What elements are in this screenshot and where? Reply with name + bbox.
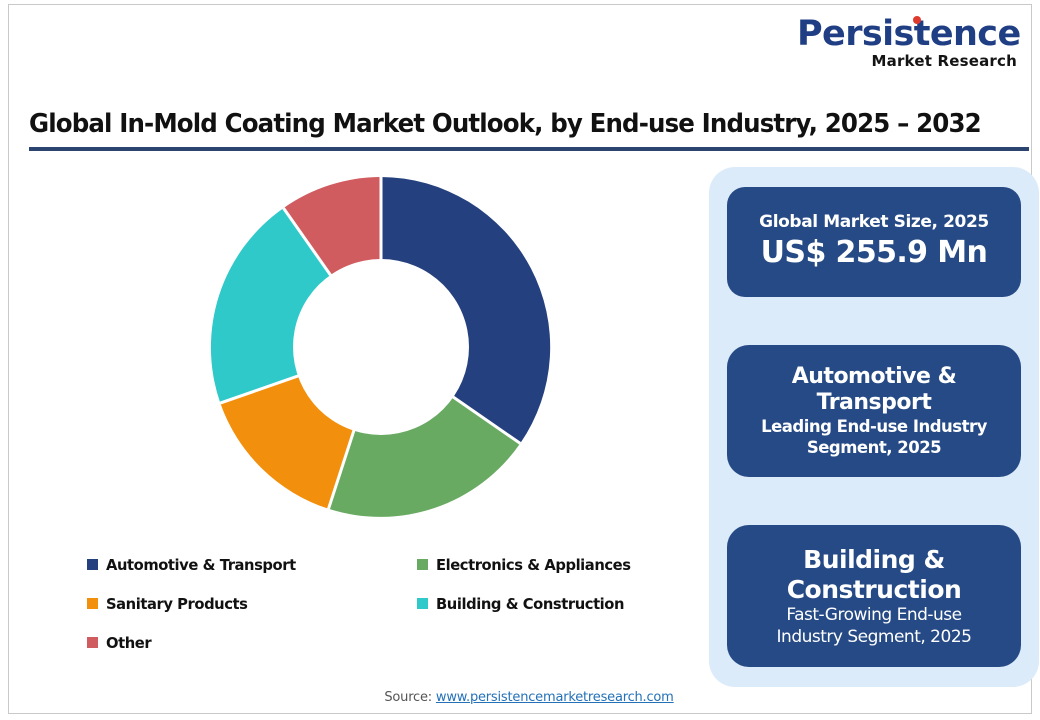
legend-item-building-construction[interactable]: Building & Construction — [417, 595, 634, 613]
chart-legend: Automotive & Transport Electronics & App… — [87, 545, 687, 662]
highlights-panel: Global Market Size, 2025 US$ 255.9 Mn Au… — [709, 167, 1039, 687]
page-title: Global In-Mold Coating Market Outlook, b… — [29, 109, 982, 139]
legend-swatch-icon — [87, 559, 98, 570]
card-leading-segment-title-line2: Transport — [816, 390, 932, 416]
brand-logo-dot-icon — [913, 16, 921, 24]
brand-logo-tagline: Market Research — [871, 52, 1017, 70]
chart-area — [33, 165, 693, 545]
legend-label: Other — [106, 633, 152, 652]
card-leading-segment-note-line1: Leading End-use Industry — [761, 417, 987, 437]
infographic-frame: Persistence Market Research Global In-Mo… — [8, 4, 1039, 714]
card-fastest-growing-title-line2: Construction — [786, 574, 962, 604]
page-title-block: Global In-Mold Coating Market Outlook, b… — [29, 109, 1029, 151]
legend-swatch-icon — [87, 598, 98, 609]
brand-logo-name: Persistence — [797, 14, 1021, 54]
legend-item-sanitary-products[interactable]: Sanitary Products — [87, 595, 417, 613]
card-fastest-growing-note-line1: Fast-Growing End-use — [786, 605, 962, 626]
source-footer: Source: www.persistencemarketresearch.co… — [9, 690, 1040, 705]
legend-item-automotive-transport[interactable]: Automotive & Transport — [87, 556, 417, 574]
source-label: Source: — [384, 690, 436, 705]
legend-label: Building & Construction — [436, 594, 625, 613]
legend-swatch-icon — [417, 559, 428, 570]
card-fastest-growing-title-line1: Building & — [803, 545, 945, 575]
legend-row: Sanitary Products Building & Constructio… — [87, 584, 687, 623]
legend-row: Automotive & Transport Electronics & App… — [87, 545, 687, 584]
legend-label: Electronics & Appliances — [436, 555, 631, 574]
card-leading-segment: Automotive & Transport Leading End-use I… — [727, 345, 1021, 477]
card-market-size-value: US$ 255.9 Mn — [760, 235, 988, 271]
legend-swatch-icon — [417, 598, 428, 609]
card-leading-segment-note-line2: Segment, 2025 — [806, 437, 942, 457]
donut-hole — [293, 259, 469, 435]
legend-item-electronics-appliances[interactable]: Electronics & Appliances — [417, 556, 641, 574]
donut-slice-automotive-transport — [381, 177, 551, 444]
legend-item-other[interactable]: Other — [87, 634, 417, 652]
source-link[interactable]: www.persistencemarketresearch.com — [435, 690, 674, 705]
card-market-size-label: Global Market Size, 2025 — [759, 212, 989, 233]
card-fastest-growing-note-line2: Industry Segment, 2025 — [776, 626, 972, 647]
brand-logo: Persistence Market Research — [797, 14, 1021, 70]
legend-label: Sanitary Products — [106, 594, 248, 613]
card-market-size: Global Market Size, 2025 US$ 255.9 Mn — [727, 187, 1021, 297]
legend-label: Automotive & Transport — [106, 555, 296, 574]
legend-swatch-icon — [87, 637, 98, 648]
card-fastest-growing-segment: Building & Construction Fast-Growing End… — [727, 525, 1021, 667]
donut-chart — [210, 177, 551, 517]
card-leading-segment-title-line1: Automotive & — [791, 364, 957, 390]
legend-row: Other — [87, 623, 687, 662]
title-underline — [29, 147, 1029, 151]
